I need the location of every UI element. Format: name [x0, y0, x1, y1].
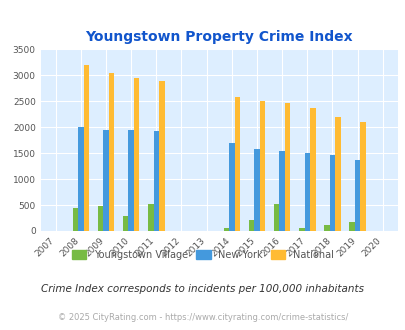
Bar: [83, 65, 89, 231]
Bar: [72, 208, 78, 231]
Bar: [78, 127, 83, 231]
Bar: [103, 130, 109, 231]
Bar: [304, 153, 309, 231]
Bar: [279, 150, 284, 231]
Text: Crime Index corresponds to incidents per 100,000 inhabitants: Crime Index corresponds to incidents per…: [41, 284, 364, 294]
Bar: [360, 121, 365, 231]
Bar: [123, 216, 128, 231]
Bar: [323, 225, 329, 231]
Bar: [148, 204, 153, 231]
Bar: [128, 130, 134, 231]
Bar: [153, 131, 159, 231]
Text: © 2025 CityRating.com - https://www.cityrating.com/crime-statistics/: © 2025 CityRating.com - https://www.city…: [58, 313, 347, 322]
Legend: Youngstown Village, New York, National: Youngstown Village, New York, National: [68, 246, 337, 264]
Bar: [298, 228, 304, 231]
Bar: [254, 148, 259, 231]
Bar: [354, 160, 360, 231]
Bar: [228, 143, 234, 231]
Bar: [159, 81, 164, 231]
Bar: [248, 219, 254, 231]
Bar: [259, 101, 264, 231]
Bar: [109, 73, 114, 231]
Bar: [335, 117, 340, 231]
Bar: [348, 222, 354, 231]
Bar: [309, 108, 315, 231]
Bar: [98, 206, 103, 231]
Bar: [234, 97, 239, 231]
Bar: [223, 228, 228, 231]
Bar: [273, 204, 279, 231]
Bar: [329, 155, 335, 231]
Title: Youngstown Property Crime Index: Youngstown Property Crime Index: [85, 30, 352, 44]
Bar: [284, 103, 290, 231]
Bar: [134, 78, 139, 231]
